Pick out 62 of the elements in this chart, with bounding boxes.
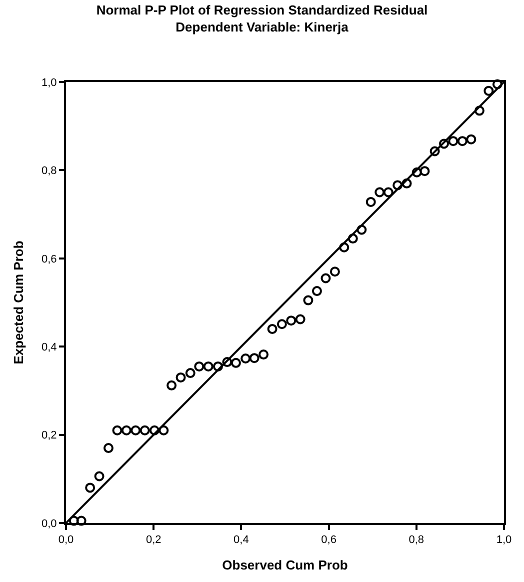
point [276,319,287,330]
x-tick-label: 0,2 [146,534,162,546]
x-tick-label: 0,4 [234,534,249,546]
point [348,234,358,244]
chart-subtitle: Dependent Variable: Kinerja [176,19,350,34]
point [366,196,376,207]
point [240,354,251,364]
point [112,425,122,436]
point [76,516,86,526]
point [85,482,96,493]
point [448,136,458,146]
point [374,187,385,198]
point [166,380,177,390]
point [222,357,232,368]
x-tick-label: 0,8 [408,534,424,546]
y-tick-label: 0,0 [42,518,57,530]
point [194,361,204,372]
point [356,224,367,235]
point [466,134,476,144]
point [103,443,114,454]
point [438,138,449,149]
y-tick-label: 0,6 [42,253,57,266]
point [330,266,340,277]
point [303,295,314,306]
point [140,425,150,436]
chart-title: Normal P-P Plot of Regression Standardized Residual [96,2,428,18]
point [149,425,160,436]
point [203,361,214,372]
point [474,106,484,116]
point [392,180,403,190]
point [295,314,306,324]
y-tick-label: 0,8 [42,165,57,178]
y-tick-label: 1,0 [42,76,57,89]
y-tick-label: 0,4 [42,341,57,354]
point [402,178,412,188]
point [176,372,186,382]
point [430,146,440,156]
point [130,425,141,436]
point [158,425,169,436]
point [185,368,196,378]
point [212,361,223,372]
point [339,242,350,252]
point [121,425,132,436]
point [484,86,494,96]
point [258,350,269,360]
point [267,324,278,334]
point [457,136,468,146]
point [230,358,241,368]
y-tick-label: 0,2 [42,430,57,442]
point [420,166,430,176]
point [286,316,296,326]
point [312,286,322,296]
x-tick-label: 1,0 [496,534,512,546]
x-tick-label: 0,6 [321,534,336,546]
point [94,471,104,482]
y-axis-title: Expected Cum Prob [10,240,26,364]
x-axis-title: Observed Cum Prob [222,557,348,572]
point [383,187,394,198]
x-tick-label: 0,0 [58,534,74,546]
point [320,273,331,284]
point [412,167,422,178]
point [249,353,260,364]
